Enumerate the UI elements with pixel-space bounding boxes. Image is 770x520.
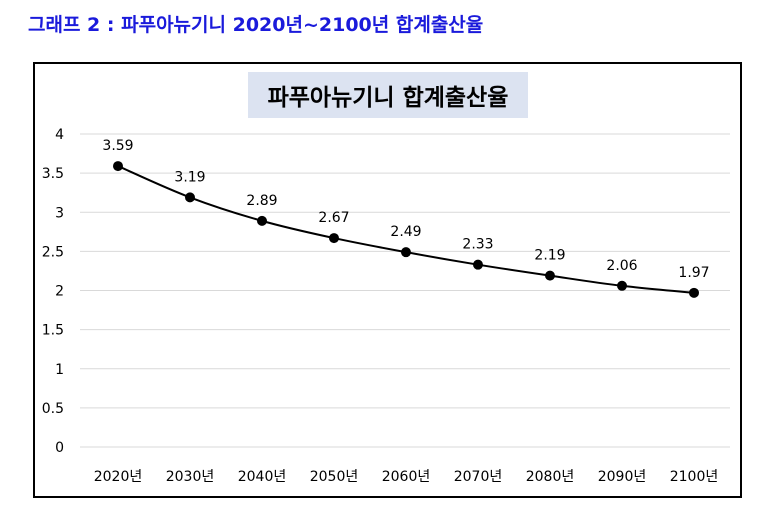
y-tick-label: 3 <box>55 205 64 221</box>
x-tick-label: 2100년 <box>670 469 719 485</box>
data-point <box>545 270 555 281</box>
data-point <box>401 247 411 258</box>
y-tick-label: 0 <box>55 440 64 456</box>
x-tick-label: 2020년 <box>94 469 143 485</box>
figure-caption: 그래프 2 : 파푸아뉴기니 2020년~2100년 합계출산율 <box>28 14 484 36</box>
x-tick-label: 2080년 <box>526 469 575 485</box>
y-tick-label: 2.5 <box>42 244 64 260</box>
data-label: 2.89 <box>246 193 277 209</box>
x-tick-label: 2030년 <box>166 469 215 485</box>
data-label: 2.49 <box>390 224 421 240</box>
data-point <box>185 192 195 203</box>
data-label: 3.19 <box>174 169 205 185</box>
x-tick-label: 2090년 <box>598 469 647 485</box>
data-label: 2.19 <box>534 248 565 264</box>
data-point <box>257 215 267 226</box>
data-label: 1.97 <box>678 265 709 281</box>
data-label: 2.67 <box>318 210 349 226</box>
y-tick-label: 0.5 <box>42 401 64 417</box>
y-tick-label: 3.5 <box>42 166 64 182</box>
y-tick-label: 1.5 <box>42 323 64 339</box>
x-tick-label: 2070년 <box>454 469 503 485</box>
data-label: 2.33 <box>462 237 493 253</box>
x-tick-label: 2040년 <box>238 469 287 485</box>
data-point <box>113 161 123 172</box>
chart-title-box: 파푸아뉴기니 합계출산율 <box>248 72 528 118</box>
x-tick-label: 2050년 <box>310 469 359 485</box>
data-point <box>689 287 699 298</box>
data-label: 2.06 <box>606 258 637 274</box>
data-point <box>473 259 483 270</box>
y-tick-label: 4 <box>55 127 64 143</box>
data-label: 3.59 <box>102 138 133 154</box>
chart-frame <box>33 62 742 498</box>
data-point <box>617 280 627 291</box>
data-point <box>329 233 339 244</box>
x-tick-label: 2060년 <box>382 469 431 485</box>
chart-title: 파푸아뉴기니 합계출산율 <box>267 85 509 111</box>
y-tick-label: 1 <box>55 362 64 378</box>
y-tick-label: 2 <box>55 284 64 300</box>
